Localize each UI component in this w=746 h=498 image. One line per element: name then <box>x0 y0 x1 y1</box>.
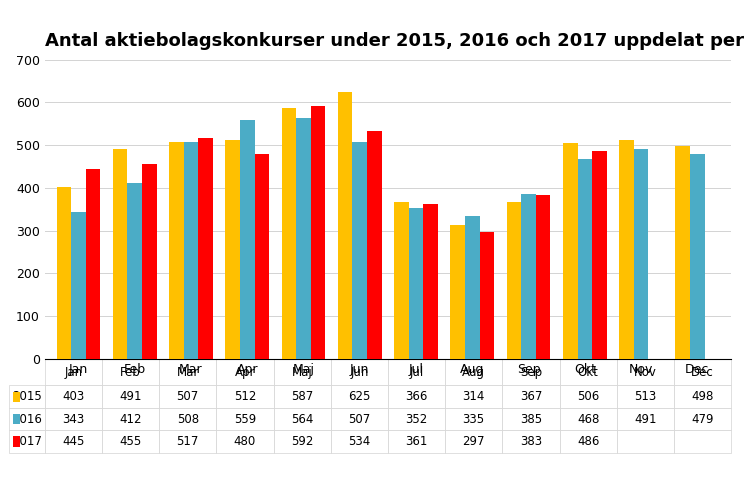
Bar <box>225 140 240 359</box>
Bar <box>424 205 438 359</box>
Bar <box>240 120 254 359</box>
Bar <box>409 208 424 359</box>
Bar <box>57 187 71 359</box>
Bar <box>619 139 634 359</box>
Bar <box>311 106 325 359</box>
Bar <box>465 216 480 359</box>
Bar <box>142 164 157 359</box>
Bar <box>577 159 592 359</box>
Text: Antal aktiebolagskonkurser under 2015, 2016 och 2017 uppdelat per månad: Antal aktiebolagskonkurser under 2015, 2… <box>45 30 746 50</box>
Bar <box>521 194 536 359</box>
Bar <box>352 142 367 359</box>
Bar <box>690 154 705 359</box>
Bar <box>281 108 296 359</box>
Bar <box>71 212 86 359</box>
Bar <box>592 151 606 359</box>
Bar <box>634 149 648 359</box>
Bar <box>128 183 142 359</box>
Bar <box>367 130 382 359</box>
Bar <box>563 142 577 359</box>
Bar <box>254 154 269 359</box>
Bar <box>675 146 690 359</box>
Bar <box>86 169 101 359</box>
Bar <box>338 92 352 359</box>
Bar <box>184 142 198 359</box>
Bar <box>394 202 409 359</box>
Bar <box>451 225 465 359</box>
Bar <box>296 118 311 359</box>
Bar <box>198 138 213 359</box>
Bar <box>169 142 184 359</box>
Bar <box>507 202 521 359</box>
Bar <box>480 232 495 359</box>
Bar <box>536 195 551 359</box>
Bar <box>113 149 128 359</box>
